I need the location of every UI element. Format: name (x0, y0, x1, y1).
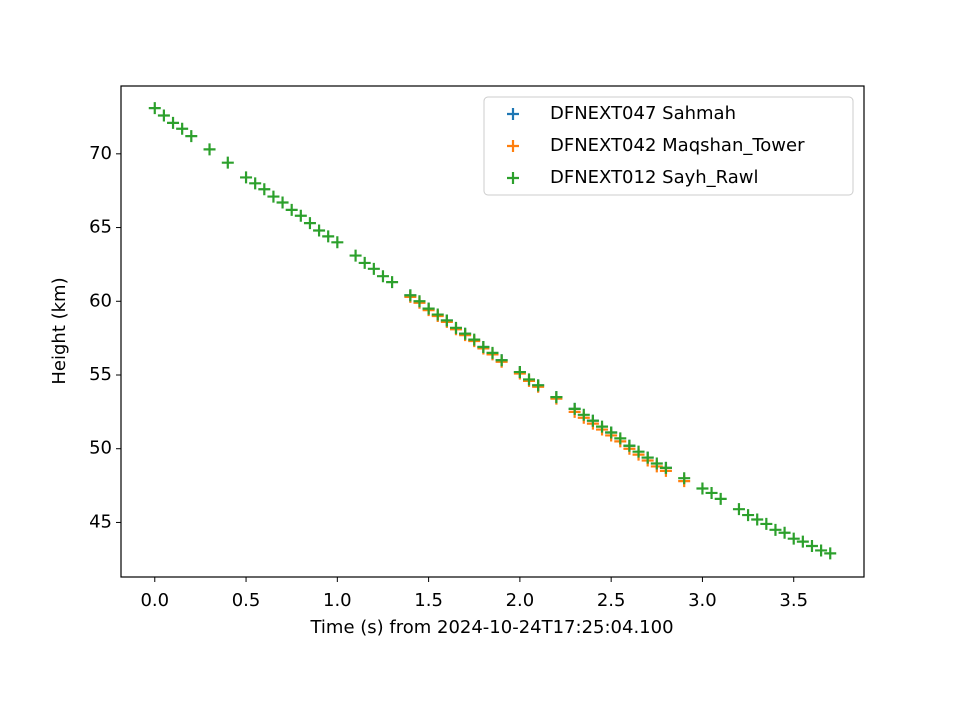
y-tick-label: 55 (89, 364, 112, 385)
point (550, 391, 563, 404)
point (249, 177, 262, 190)
x-axis-label: Time (s) from 2024-10-24T17:25:04.100 (309, 617, 673, 638)
point (221, 156, 234, 169)
point (632, 445, 645, 458)
plot-frame (120, 85, 865, 578)
point (176, 122, 189, 135)
point (513, 366, 526, 379)
point (678, 472, 691, 485)
point (203, 143, 216, 156)
x-tick-label: 1.0 (323, 590, 352, 611)
point (805, 540, 818, 553)
point (568, 402, 581, 415)
point (751, 513, 764, 526)
x-tick-label: 3.0 (688, 590, 717, 611)
point (376, 270, 389, 283)
point (577, 408, 590, 421)
point (696, 482, 709, 495)
y-tick-label: 50 (89, 438, 112, 459)
point (732, 503, 745, 516)
point (440, 314, 453, 327)
point (294, 209, 307, 222)
x-tick-label: 0.5 (232, 590, 261, 611)
point (413, 295, 426, 308)
point (641, 451, 654, 464)
point (650, 457, 663, 470)
point (596, 420, 609, 433)
point (303, 217, 316, 230)
point (614, 432, 627, 445)
point (459, 327, 472, 340)
point (431, 308, 444, 321)
point (331, 236, 344, 249)
point (148, 102, 161, 115)
point (778, 526, 791, 539)
legend-label: DFNEXT012 Sayh_Rawl (550, 167, 759, 188)
x-tick-label: 1.5 (414, 590, 443, 611)
point (523, 373, 536, 386)
y-tick-label: 65 (89, 217, 112, 238)
point (468, 333, 481, 346)
point (240, 171, 253, 184)
legend-marker (507, 108, 519, 120)
point (386, 276, 399, 289)
point (157, 109, 170, 122)
y-tick-label: 45 (89, 511, 112, 532)
point (358, 256, 371, 269)
legend-marker (507, 140, 519, 152)
point (769, 523, 782, 536)
point (258, 183, 271, 196)
y-axis-label: Height (km) (49, 277, 70, 384)
y-tick-label: 70 (89, 143, 112, 164)
point (167, 116, 180, 129)
y-tick-label: 60 (89, 290, 112, 311)
point (486, 346, 499, 359)
point (349, 249, 362, 262)
point (714, 492, 727, 505)
legend-label: DFNEXT047 Sahmah (550, 103, 736, 124)
point (824, 547, 837, 560)
point (276, 196, 289, 209)
point (787, 532, 800, 545)
point (815, 544, 828, 557)
point (796, 535, 809, 548)
point (495, 354, 508, 367)
x-tick-label: 0.0 (140, 590, 169, 611)
point (532, 379, 545, 392)
point (285, 203, 298, 216)
point (449, 321, 462, 334)
point (185, 130, 198, 143)
x-tick-label: 3.5 (779, 590, 808, 611)
point (623, 439, 636, 452)
legend-box (483, 96, 854, 196)
point (267, 190, 280, 203)
point (422, 302, 435, 315)
legend-label: DFNEXT042 Maqshan_Tower (550, 135, 805, 156)
point (659, 461, 672, 474)
point (477, 340, 490, 353)
point (322, 230, 335, 243)
point (404, 289, 417, 302)
point (367, 262, 380, 275)
point (586, 414, 599, 427)
point (705, 486, 718, 499)
x-tick-label: 2.5 (597, 590, 626, 611)
x-tick-label: 2.0 (506, 590, 535, 611)
legend-marker (507, 172, 519, 184)
point (742, 509, 755, 522)
point (605, 426, 618, 439)
point (313, 224, 326, 237)
point (760, 517, 773, 530)
